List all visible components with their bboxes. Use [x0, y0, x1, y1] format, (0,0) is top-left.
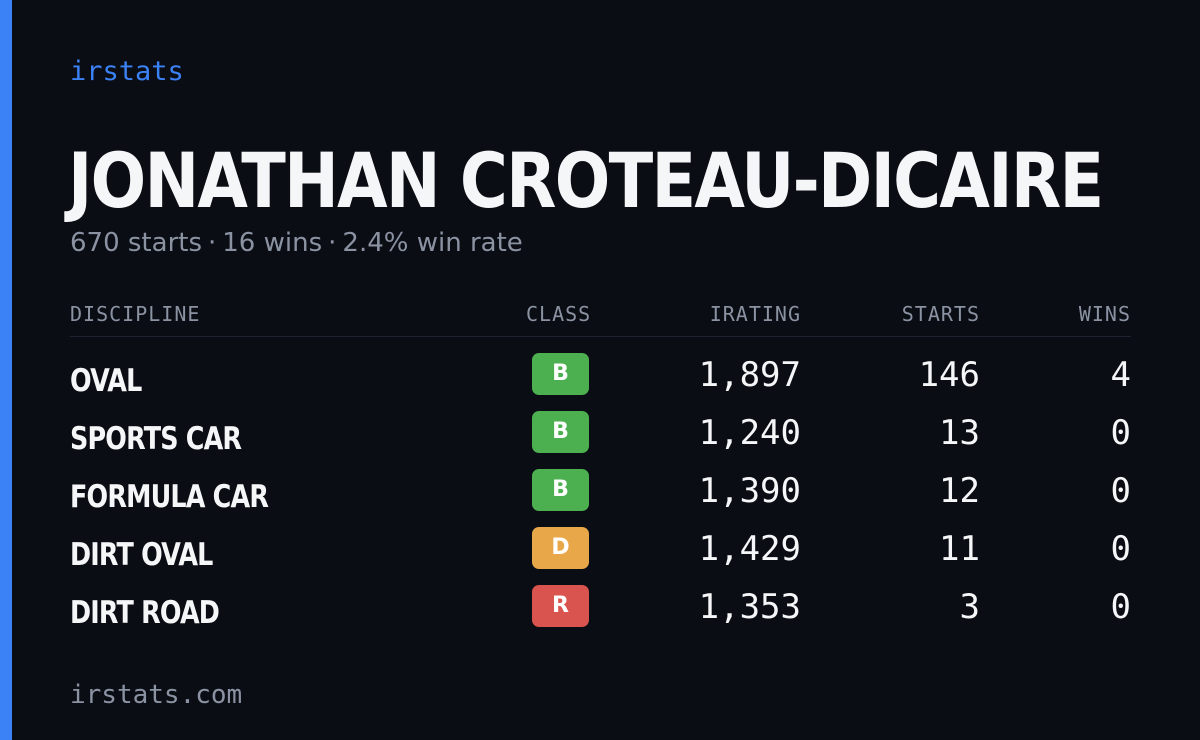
row-discipline: DIRT ROAD — [70, 595, 220, 631]
class-badge: B — [532, 469, 589, 511]
row-wins: 0 — [1110, 413, 1131, 453]
accent-bar — [0, 0, 12, 740]
row-wins: 0 — [1110, 587, 1131, 627]
row-discipline: SPORTS CAR — [70, 421, 242, 457]
summary-separator: · — [208, 228, 217, 258]
row-starts: 11 — [939, 529, 980, 569]
row-irating: 1,390 — [698, 471, 801, 511]
row-wins: 4 — [1110, 355, 1131, 395]
class-badge: D — [532, 527, 589, 569]
summary-win-rate: 2.4% win rate — [342, 228, 523, 258]
header-wins: WINS — [1078, 302, 1131, 326]
row-wins: 0 — [1110, 471, 1131, 511]
table-body: OVAL B 1,897 146 4 SPORTS CAR B 1,240 13… — [70, 353, 1131, 643]
summary-starts: 670 starts — [70, 228, 202, 258]
row-discipline: OVAL — [70, 363, 142, 399]
row-starts: 146 — [918, 355, 980, 395]
table-row: OVAL B 1,897 146 4 — [70, 353, 1131, 411]
class-badge: B — [532, 353, 589, 395]
table-row: FORMULA CAR B 1,390 12 0 — [70, 469, 1131, 527]
table-row: DIRT ROAD R 1,353 3 0 — [70, 585, 1131, 643]
row-starts: 3 — [959, 587, 980, 627]
row-irating: 1,429 — [698, 529, 801, 569]
summary-wins: 16 wins — [222, 228, 323, 258]
brand-logo: irstats — [70, 56, 184, 87]
row-starts: 12 — [939, 471, 980, 511]
row-discipline: DIRT OVAL — [70, 537, 213, 573]
class-badge: R — [532, 585, 589, 627]
row-starts: 13 — [939, 413, 980, 453]
table-row: SPORTS CAR B 1,240 13 0 — [70, 411, 1131, 469]
row-irating: 1,240 — [698, 413, 801, 453]
footer-url[interactable]: irstats.com — [70, 680, 243, 710]
row-discipline: FORMULA CAR — [70, 479, 269, 515]
header-irating: IRATING — [709, 302, 801, 326]
summary-separator: · — [328, 228, 337, 258]
row-wins: 0 — [1110, 529, 1131, 569]
driver-name: JONATHAN CROTEAU-DICAIRE — [68, 136, 1104, 225]
header-class: CLASS — [526, 302, 592, 326]
row-irating: 1,353 — [698, 587, 801, 627]
header-starts: STARTS — [901, 302, 980, 326]
discipline-table: DISCIPLINE CLASS IRATING STARTS WINS OVA… — [70, 298, 1131, 643]
driver-summary: 670 starts · 16 wins · 2.4% win rate — [70, 228, 523, 258]
table-header: DISCIPLINE CLASS IRATING STARTS WINS — [70, 298, 1131, 337]
header-discipline: DISCIPLINE — [70, 302, 201, 326]
class-badge: B — [532, 411, 589, 453]
table-row: DIRT OVAL D 1,429 11 0 — [70, 527, 1131, 585]
row-irating: 1,897 — [698, 355, 801, 395]
